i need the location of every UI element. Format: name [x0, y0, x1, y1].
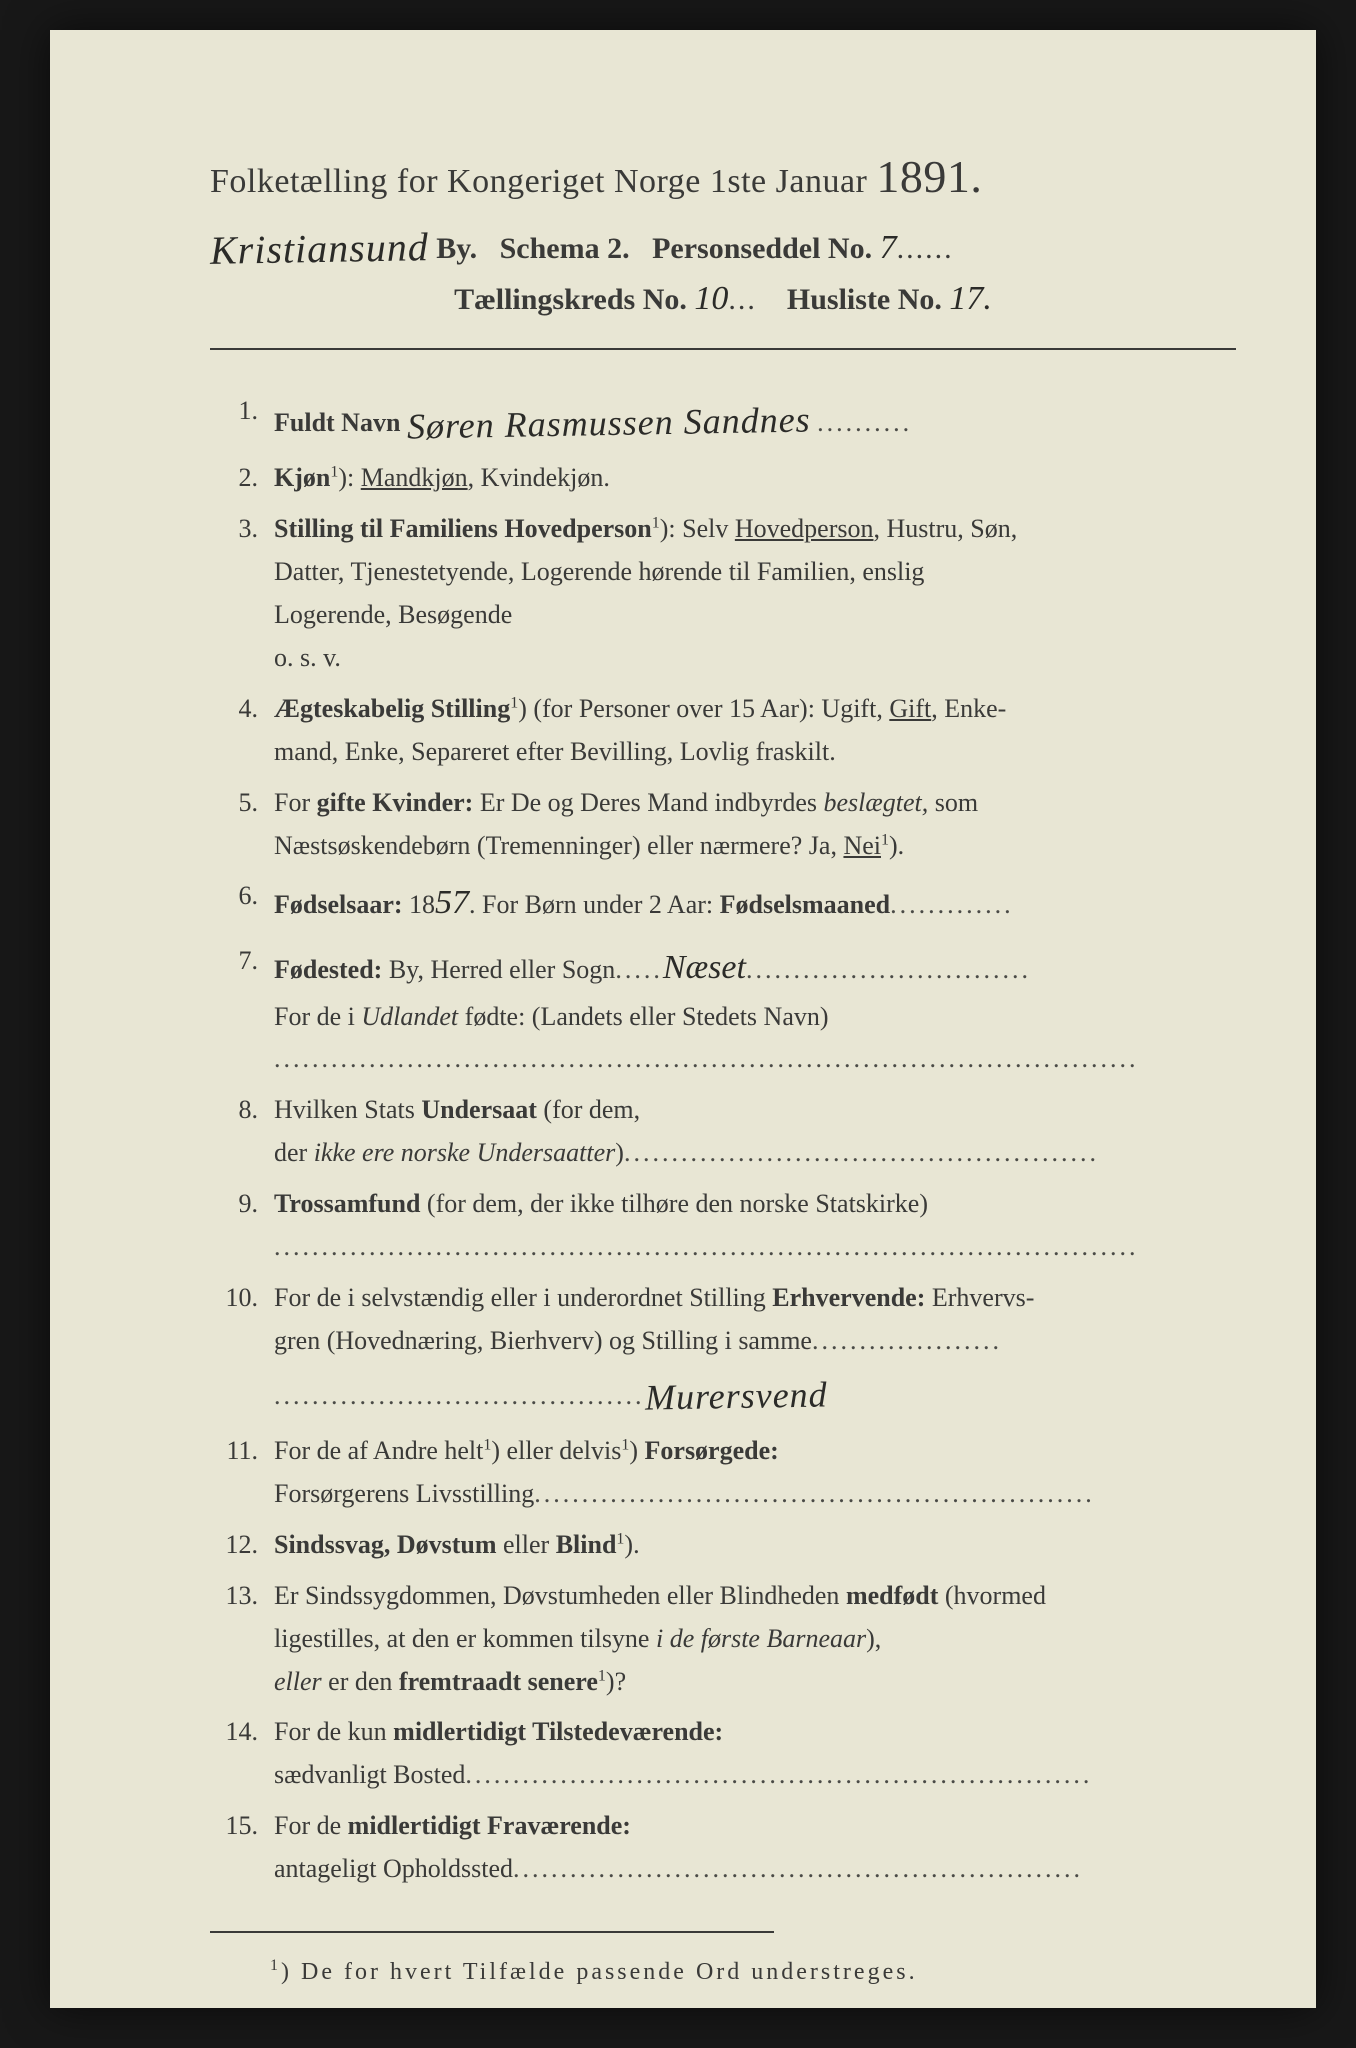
item-6: 6. Fødselsaar: 1857. For Børn under 2 Aa…	[210, 875, 1236, 931]
name-handwritten: Søren Rasmussen Sandnes	[406, 390, 811, 456]
personseddel-label: Personseddel No.	[652, 232, 872, 265]
item-11: 11. For de af Andre helt1) eller delvis1…	[210, 1430, 1236, 1516]
husliste-no: 17.	[949, 280, 992, 318]
birthplace-handwritten: Næset	[663, 940, 746, 996]
city-handwritten: Kristiansund	[210, 223, 430, 274]
item-2: 2. Kjøn1): Mandkjøn, Kvindekjøn.	[210, 457, 1236, 500]
item-1: 1. Fuldt Navn Søren Rasmussen Sandnes ..…	[210, 390, 1236, 449]
kreds-no: 10	[694, 280, 728, 318]
rule-top	[210, 348, 1236, 350]
item-15: 15. For de midlertidigt Fraværende: anta…	[210, 1805, 1236, 1891]
rule-bottom	[210, 1931, 774, 1933]
form-header: Folketælling for Kongeriget Norge 1ste J…	[210, 150, 1236, 318]
form-items: 1. Fuldt Navn Søren Rasmussen Sandnes ..…	[210, 390, 1236, 1891]
census-form-paper: Folketælling for Kongeriget Norge 1ste J…	[50, 30, 1316, 2008]
occupation-handwritten: Murersvend	[644, 1365, 828, 1428]
header-line-3: Tællingskreds No. 10... Husliste No. 17.	[210, 280, 1236, 318]
husliste-label: Husliste No.	[787, 283, 942, 316]
item-3: 3. Stilling til Familiens Hovedperson1):…	[210, 508, 1236, 680]
schema-label: Schema 2.	[500, 232, 630, 265]
title-line: Folketælling for Kongeriget Norge 1ste J…	[210, 150, 1236, 203]
scan-background: Folketælling for Kongeriget Norge 1ste J…	[0, 0, 1356, 2048]
by-label: By.	[436, 232, 477, 265]
item-10: 10. For de i selvstændig eller i underor…	[210, 1277, 1236, 1422]
item-14: 14. For de kun midlertidigt Tilstedevære…	[210, 1711, 1236, 1797]
birthyear-handwritten: 57	[435, 875, 469, 931]
item-5: 5. For gifte Kvinder: Er De og Deres Man…	[210, 782, 1236, 868]
title-prefix: Folketælling for Kongeriget Norge 1ste J…	[210, 163, 867, 200]
title-year: 1891.	[876, 151, 982, 202]
kreds-label: Tællingskreds No.	[454, 283, 687, 316]
personseddel-no: 7	[880, 229, 897, 267]
item-12: 12. Sindssvag, Døvstum eller Blind1).	[210, 1524, 1236, 1567]
header-line-2: Kristiansund By. Schema 2. Personseddel …	[210, 221, 1236, 268]
item-13: 13. Er Sindssygdommen, Døvstumheden elle…	[210, 1575, 1236, 1704]
item-8: 8. Hvilken Stats Undersaat (for dem, der…	[210, 1089, 1236, 1175]
item-4: 4. Ægteskabelig Stilling1) (for Personer…	[210, 688, 1236, 774]
item-7: 7. Fødested: By, Herred eller Sogn.....N…	[210, 940, 1236, 1082]
item-9: 9. Trossamfund (for dem, der ikke tilhør…	[210, 1183, 1236, 1269]
footnote: 1) De for hvert Tilfælde passende Ord un…	[210, 1957, 1236, 1986]
